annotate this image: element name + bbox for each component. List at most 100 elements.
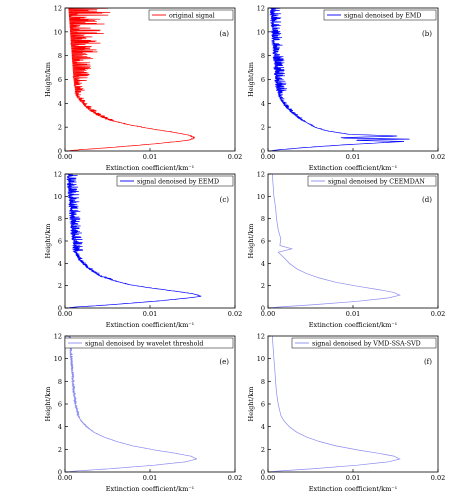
x-axis-label: Extinction coefficient/km⁻¹ — [106, 321, 195, 329]
x-tick-label: 0.01 — [346, 153, 360, 161]
legend: signal denoised by CEEMDAN — [307, 175, 437, 187]
x-tick-label: 0.00 — [58, 310, 72, 318]
y-tick-label: 12 — [257, 5, 265, 13]
x-tick-label: 0.01 — [143, 153, 157, 161]
legend: signal denoised by wavelet threshold — [64, 337, 234, 349]
y-tick-label: 4 — [261, 260, 265, 268]
series-line — [267, 7, 410, 152]
y-tick-label: 8 — [261, 378, 265, 386]
y-tick-label: 10 — [54, 193, 62, 201]
chart-panel-b: 0 2 4 6 8 10 12 0.00 0.01 0.02 Extinction coeffici… — [247, 5, 445, 173]
x-axis-label: Extinction coefficient/km⁻¹ — [309, 485, 398, 493]
y-axis-label: Height/km — [247, 62, 255, 97]
x-axis-label: Extinction coefficient/km⁻¹ — [309, 321, 398, 329]
y-tick-label: 2 — [58, 446, 62, 454]
legend: signal denoised by EEMD — [116, 175, 234, 187]
y-tick-label: 2 — [58, 282, 62, 290]
y-tick-label: 10 — [257, 355, 265, 363]
legend-box — [307, 175, 437, 187]
x-tick-label: 0.00 — [58, 153, 72, 161]
panel-label: (d) — [422, 196, 432, 204]
chart-panel-d: 0 2 4 6 8 10 12 0.00 0.01 0.02 Extinction coeffici… — [247, 171, 445, 330]
legend-label: signal denoised by EEMD — [137, 179, 219, 186]
x-tick-label: 0.02 — [431, 153, 445, 161]
y-axis-label: Height/km — [247, 387, 255, 422]
x-tick-label: 0.02 — [228, 153, 242, 161]
y-tick-label: 12 — [54, 333, 62, 341]
y-axis-label: Height/km — [247, 224, 255, 259]
x-tick-label: 0.02 — [228, 310, 242, 318]
x-tick-label: 0.01 — [143, 310, 157, 318]
legend-label: signal denoised by VMD-SSA-SVD — [312, 341, 421, 348]
legend-box — [64, 337, 234, 349]
x-tick-label: 0.02 — [431, 474, 445, 482]
y-tick-label: 0 — [261, 305, 265, 313]
x-tick-label: 0.02 — [228, 474, 242, 482]
x-tick-label: 0.00 — [58, 474, 72, 482]
plot-frame — [267, 7, 439, 152]
y-tick-label: 8 — [261, 52, 265, 60]
y-tick-label: 0 — [261, 148, 265, 156]
y-axis-label: Height/km — [44, 62, 52, 97]
x-tick-label: 0.01 — [346, 474, 360, 482]
y-tick-label: 8 — [58, 378, 62, 386]
x-axis-label: Extinction coefficient/km⁻¹ — [106, 164, 195, 172]
y-tick-label: 8 — [58, 215, 62, 223]
y-tick-label: 2 — [58, 124, 62, 132]
y-tick-label: 0 — [58, 305, 62, 313]
panel-label: (e) — [219, 358, 229, 366]
series-line — [267, 335, 401, 473]
series-line — [64, 335, 198, 473]
series-line — [64, 7, 196, 152]
y-tick-label: 4 — [261, 423, 265, 431]
plot-frame — [267, 335, 439, 473]
x-tick-label: 0.00 — [261, 474, 275, 482]
y-tick-label: 10 — [257, 28, 265, 36]
series-line — [267, 173, 401, 309]
y-tick-label: 4 — [58, 423, 62, 431]
y-tick-label: 6 — [58, 238, 62, 246]
legend-label: signal denoised by CEEMDAN — [328, 179, 425, 186]
legend-box — [116, 175, 234, 187]
x-tick-label: 0.00 — [261, 310, 275, 318]
y-tick-label: 12 — [54, 171, 62, 179]
legend: signal denoised by EMD — [323, 9, 437, 21]
y-tick-label: 0 — [58, 469, 62, 477]
y-axis-label: Height/km — [44, 387, 52, 422]
legend-label: signal denoised by EMD — [344, 13, 421, 20]
x-axis-label: Extinction coefficient/km⁻¹ — [106, 485, 195, 493]
legend: signal denoised by VMD-SSA-SVD — [291, 337, 437, 349]
chart-panel-c: 0 2 4 6 8 10 12 0.00 0.01 0.02 Extinction coeffici… — [44, 171, 242, 330]
y-tick-label: 10 — [54, 28, 62, 36]
y-tick-label: 2 — [261, 282, 265, 290]
x-axis-label: Extinction coefficient/km⁻¹ — [309, 164, 398, 172]
y-tick-label: 4 — [261, 100, 265, 108]
legend-label: original signal — [169, 13, 215, 20]
x-tick-label: 0.02 — [431, 310, 445, 318]
y-tick-label: 2 — [261, 446, 265, 454]
legend-box — [323, 9, 437, 21]
y-tick-label: 4 — [58, 100, 62, 108]
y-tick-label: 4 — [58, 260, 62, 268]
panel-label: (f) — [424, 358, 432, 366]
series-line — [64, 173, 202, 309]
plot-frame — [64, 7, 236, 152]
y-tick-label: 6 — [261, 401, 265, 409]
plot-frame — [267, 173, 439, 309]
x-tick-label: 0.01 — [346, 310, 360, 318]
y-tick-label: 12 — [257, 171, 265, 179]
y-tick-label: 0 — [261, 469, 265, 477]
chart-panel-f: 0 2 4 6 8 10 12 0.00 0.01 0.02 Extinction coeffici… — [247, 333, 445, 494]
y-tick-label: 6 — [58, 401, 62, 409]
y-tick-label: 6 — [58, 76, 62, 84]
y-tick-label: 6 — [261, 238, 265, 246]
panel-label: (c) — [220, 196, 230, 204]
y-tick-label: 8 — [261, 215, 265, 223]
y-tick-label: 0 — [58, 148, 62, 156]
y-tick-label: 12 — [54, 5, 62, 13]
legend-box — [291, 337, 437, 349]
chart-panel-a: 0 2 4 6 8 10 12 0.00 0.01 0.02 Extinction coeffici… — [44, 5, 242, 173]
panel-label: (b) — [422, 30, 432, 38]
y-tick-label: 12 — [257, 333, 265, 341]
